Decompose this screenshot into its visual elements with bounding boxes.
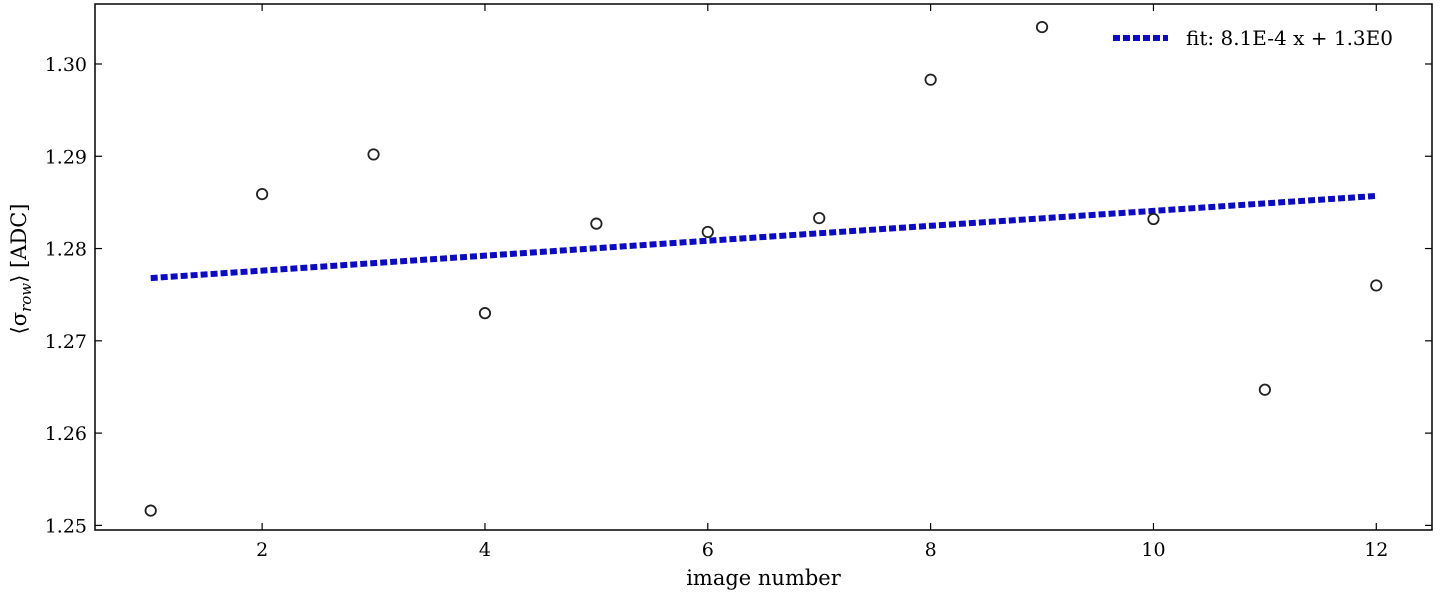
data-point [1370,279,1383,292]
data-point [701,225,714,239]
y-tick-label: 1.29 [45,146,87,168]
y-axis-label: ⟨σrow⟩ [ADC] [7,204,35,335]
data-point [924,73,937,86]
y-axis-label-subscript: row [17,283,35,312]
y-axis-ticks: 1.25 1.26 1.27 1.28 1.29 1.30 [45,54,1432,537]
y-tick-label: 1.25 [45,515,87,537]
x-tick-label: 12 [1364,539,1388,561]
data-point [590,217,603,230]
legend: fit: 8.1E-4 x + 1.3E0 [1113,26,1393,50]
data-point [144,504,157,517]
data-point [478,307,492,320]
y-tick-label: 1.26 [45,423,87,445]
x-tick-label: 2 [256,539,268,561]
data-point [367,148,380,161]
legend-label: fit: 8.1E-4 x + 1.3E0 [1186,26,1393,50]
data-point [1147,212,1160,226]
data-point [256,187,269,201]
y-axis-label-main: ⟨σ [7,312,31,335]
plot-frame [94,3,1433,531]
x-tick-label: 8 [925,539,937,561]
x-tick-label: 6 [702,539,714,561]
points-layer [144,20,1383,517]
x-tick-label: 4 [479,539,491,561]
y-axis-label-tail: ⟩ [ADC] [7,204,31,283]
y-tick-label: 1.27 [45,331,87,353]
x-tick-label: 10 [1141,539,1165,561]
x-axis-label: image number [686,566,842,590]
fit-line [150,192,1377,282]
fit-line-layer [150,192,1377,282]
y-tick-label: 1.28 [45,239,87,261]
data-point [1035,20,1049,34]
x-axis-ticks: 2 4 6 8 10 12 [256,4,1388,561]
y-tick-label: 1.30 [45,54,87,76]
data-point [1258,383,1271,396]
data-point [813,211,826,225]
